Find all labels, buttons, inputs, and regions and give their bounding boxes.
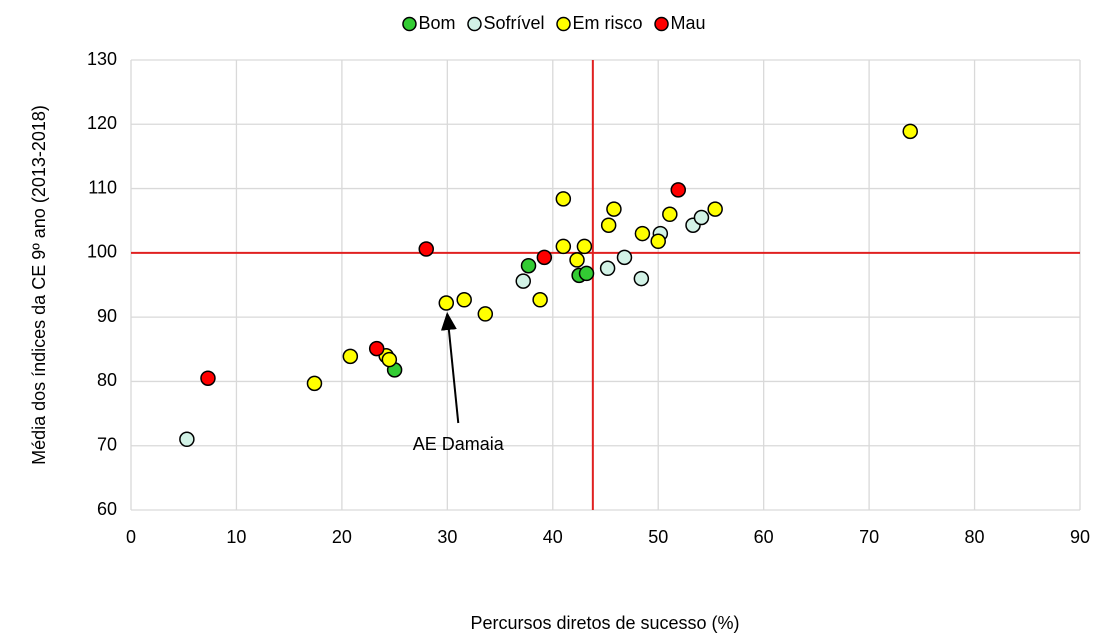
y-tick-label: 70 xyxy=(97,434,117,454)
y-tick-label: 100 xyxy=(87,242,117,262)
point xyxy=(555,191,572,207)
x-tick-label: 10 xyxy=(226,527,246,547)
x-tick-label: 40 xyxy=(543,527,563,547)
point xyxy=(606,201,622,217)
point xyxy=(381,351,398,368)
point xyxy=(670,182,687,198)
x-tick-label: 70 xyxy=(859,527,879,547)
point xyxy=(634,225,651,242)
point xyxy=(576,238,593,255)
point xyxy=(179,431,195,448)
x-tick-label: 60 xyxy=(754,527,774,547)
legend-label: Bom xyxy=(418,13,455,33)
point xyxy=(520,257,537,274)
y-tick-label: 130 xyxy=(87,49,117,69)
x-tick-label: 0 xyxy=(126,527,136,547)
legend-label: Sofrível xyxy=(483,13,544,33)
x-tick-label: 30 xyxy=(437,527,457,547)
y-tick-label: 90 xyxy=(97,306,117,326)
x-tick-label: 90 xyxy=(1070,527,1090,547)
point xyxy=(477,306,494,322)
point xyxy=(578,265,595,282)
point xyxy=(693,209,710,226)
point xyxy=(599,260,616,277)
point xyxy=(707,201,723,217)
point xyxy=(616,249,633,266)
y-tick-label: 110 xyxy=(88,177,117,197)
x-tick-label: 80 xyxy=(965,527,985,547)
point xyxy=(536,249,553,266)
annotation-text: AE Damaia xyxy=(413,434,505,454)
x-axis-title: Percursos diretos de sucesso (%) xyxy=(470,613,739,633)
point xyxy=(368,340,385,357)
point xyxy=(569,252,585,268)
annotation-arrow xyxy=(440,312,460,424)
point xyxy=(633,270,650,287)
point xyxy=(662,206,678,223)
y-tick-label: 60 xyxy=(97,499,117,519)
legend-label: Mau xyxy=(671,13,706,33)
point xyxy=(200,370,216,386)
point xyxy=(306,375,323,392)
point xyxy=(555,238,572,255)
point xyxy=(532,292,548,308)
point xyxy=(902,123,918,140)
legend-marker xyxy=(654,16,669,32)
point xyxy=(438,295,455,311)
y-tick-label: 80 xyxy=(97,370,117,390)
legend-label: Em risco xyxy=(573,13,643,33)
legend-marker xyxy=(556,16,571,32)
point xyxy=(342,348,359,365)
y-tick-label: 120 xyxy=(87,113,117,133)
point xyxy=(600,217,617,233)
point xyxy=(515,273,532,289)
legend-marker xyxy=(467,16,482,32)
point xyxy=(650,233,666,250)
legend-marker xyxy=(402,16,417,32)
y-axis-title: Média dos índices da CE 9º ano (2013-201… xyxy=(29,105,49,465)
point xyxy=(418,241,434,257)
point xyxy=(456,292,472,308)
x-tick-label: 20 xyxy=(332,527,352,547)
x-tick-label: 50 xyxy=(648,527,668,547)
